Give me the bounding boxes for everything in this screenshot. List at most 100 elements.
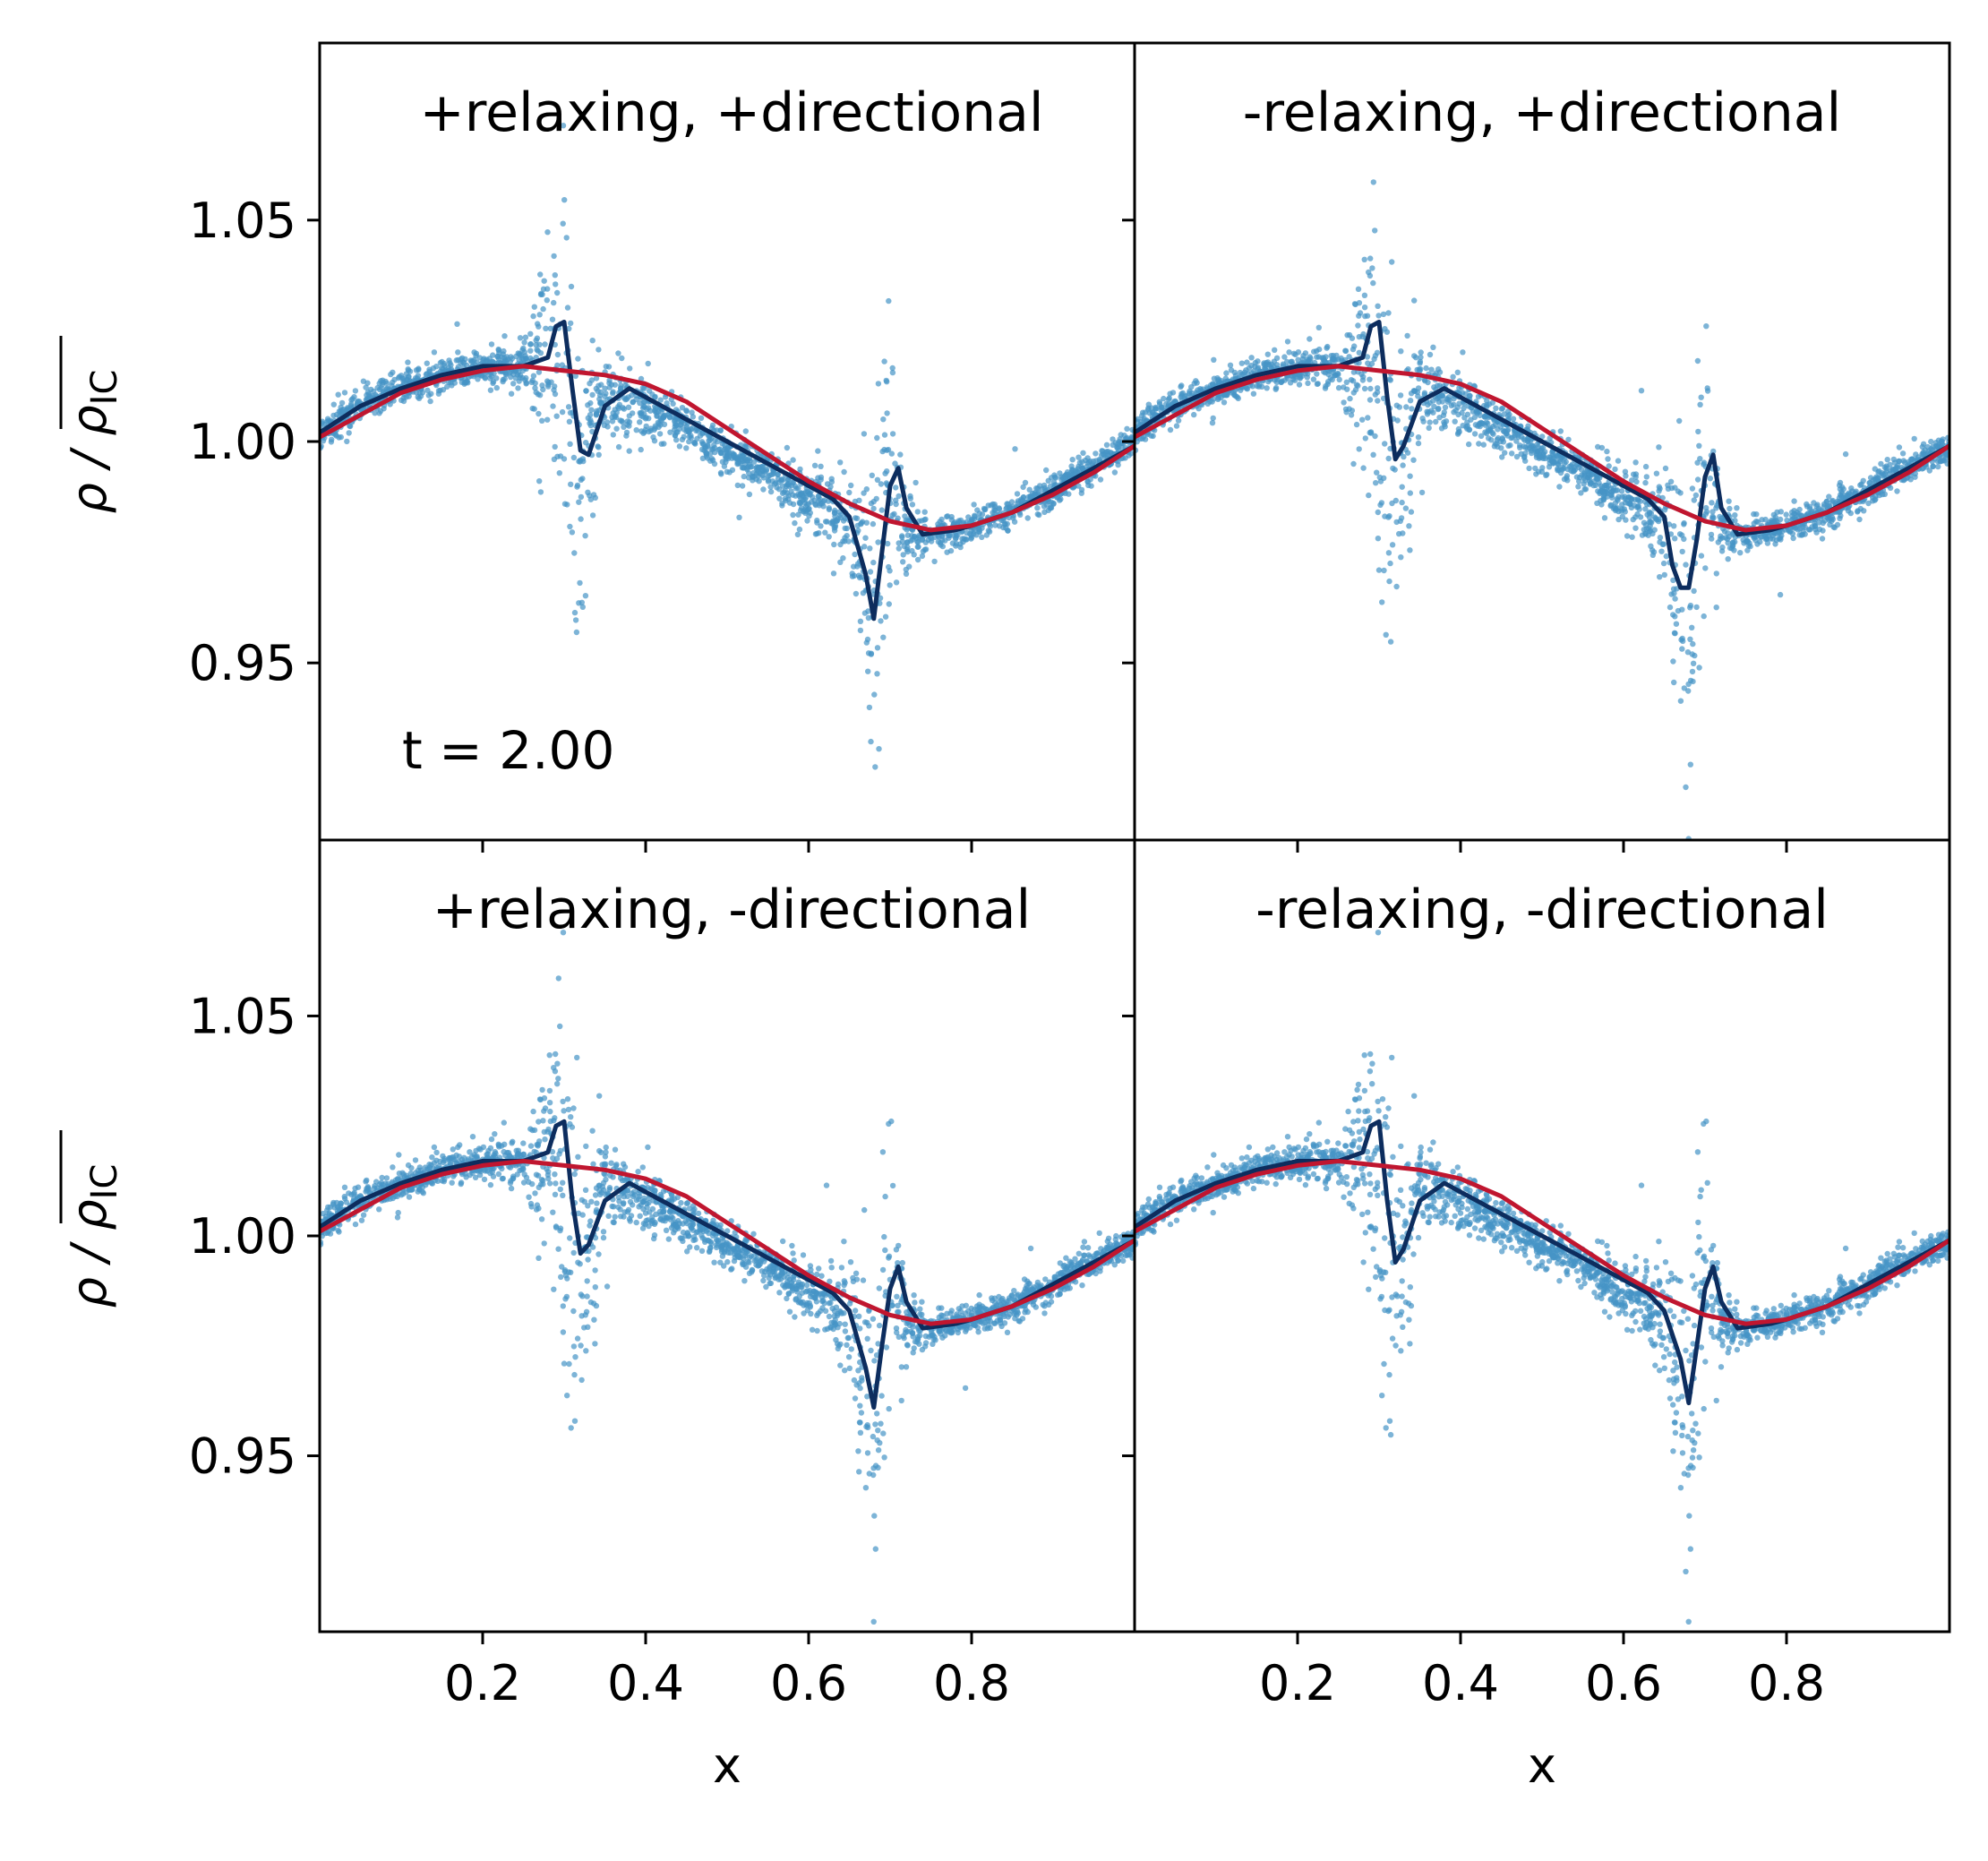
- scatter-point: [827, 519, 835, 527]
- scatter-point: [336, 434, 342, 441]
- scatter-point: [1819, 536, 1826, 542]
- scatter-point: [860, 590, 867, 596]
- scatter-point: [488, 341, 495, 347]
- scatter-point: [387, 401, 393, 407]
- scatter-point: [1477, 412, 1484, 418]
- scatter-point: [1272, 347, 1278, 353]
- scatter-point: [571, 1418, 578, 1424]
- scatter-point: [1761, 532, 1768, 538]
- scatter-point: [1426, 425, 1432, 432]
- scatter-point: [1392, 467, 1398, 473]
- scatter-point: [510, 381, 517, 387]
- scatter-point: [718, 471, 724, 477]
- scatter-point: [1000, 518, 1007, 524]
- scatter-point: [578, 599, 585, 605]
- scatter-point: [699, 441, 706, 447]
- scatter-point: [415, 394, 421, 400]
- scatter-point: [335, 1227, 341, 1234]
- scatter-point: [1471, 414, 1478, 421]
- scatter-point: [778, 477, 784, 484]
- scatter-point: [1637, 498, 1643, 504]
- scatter-point: [547, 325, 553, 331]
- scatter-point: [672, 421, 679, 427]
- scatter-point: [1460, 423, 1466, 429]
- scatter-point: [1430, 344, 1436, 350]
- scatter-point: [1612, 500, 1619, 506]
- scatter-point: [1375, 567, 1383, 573]
- scatter-point: [395, 1209, 401, 1216]
- scatter-point: [1650, 552, 1657, 558]
- scatter-point: [967, 531, 973, 537]
- scatter-point: [976, 528, 983, 536]
- scatter-point: [889, 431, 896, 437]
- scatter-point: [531, 304, 537, 310]
- scatter-point: [909, 502, 916, 508]
- scatter-point: [447, 360, 453, 366]
- scatter-point: [563, 235, 570, 241]
- scatter-point: [1114, 444, 1120, 451]
- scatter-point: [1730, 539, 1736, 545]
- scatter-point: [683, 445, 690, 451]
- scatter-point: [573, 629, 580, 636]
- scatter-point: [870, 1316, 877, 1322]
- scatter-point: [1407, 490, 1414, 496]
- scatter-point: [1629, 477, 1635, 484]
- scatter-point: [1361, 292, 1368, 298]
- scatter-point: [405, 367, 412, 373]
- scatter-point: [870, 505, 877, 512]
- scatter-point: [1153, 404, 1159, 411]
- scatter-point: [1350, 460, 1357, 467]
- scatter-point: [1939, 438, 1945, 444]
- scatter-point: [851, 1376, 858, 1384]
- scatter-point: [1791, 498, 1797, 504]
- scatter-point: [1891, 459, 1898, 466]
- scatter-point: [1191, 381, 1197, 387]
- scatter-point: [957, 541, 964, 547]
- scatter-point: [1397, 392, 1404, 399]
- scatter-point: [802, 494, 810, 501]
- scatter-point: [1696, 665, 1702, 671]
- scatter-point: [539, 417, 545, 424]
- scatter-point: [604, 419, 611, 425]
- scatter-point: [725, 453, 733, 459]
- scatter-point: [587, 420, 593, 426]
- scatter-point: [1679, 646, 1685, 652]
- scatter-point: [1084, 478, 1091, 485]
- scatter-point: [1460, 349, 1466, 356]
- scatter-point: [600, 1234, 607, 1241]
- scatter-point: [1612, 507, 1619, 514]
- scatter-point: [552, 390, 559, 398]
- scatter-point: [1727, 545, 1734, 552]
- scatter-point: [1355, 286, 1362, 292]
- scatter-point: [1407, 398, 1414, 404]
- scatter-point: [424, 387, 431, 393]
- scatter-point: [1366, 492, 1372, 499]
- scatter-point: [1478, 433, 1485, 439]
- scatter-point: [673, 437, 680, 443]
- scatter-point: [1397, 518, 1404, 525]
- scatter-point: [560, 123, 567, 129]
- scatter-point: [618, 386, 624, 392]
- scatter-point: [487, 1181, 494, 1188]
- scatter-point: [1344, 386, 1350, 392]
- scatter-point: [1431, 403, 1437, 410]
- scatter-point: [1740, 536, 1746, 544]
- scatter-point: [536, 323, 542, 330]
- scatter-point: [1386, 513, 1392, 519]
- scatter-point: [1148, 433, 1154, 439]
- scatter-point: [1540, 453, 1547, 459]
- scatter-point: [1499, 454, 1505, 460]
- scatter-point: [383, 1175, 390, 1181]
- scatter-point: [790, 479, 796, 486]
- scatter-point: [499, 354, 505, 360]
- scatter-point: [911, 1345, 917, 1351]
- scatter-point: [1375, 536, 1382, 542]
- scatter-point: [589, 391, 596, 399]
- scatter-point: [699, 455, 707, 461]
- scatter-point: [425, 392, 432, 399]
- scatter-point: [851, 572, 858, 579]
- scatter-point: [718, 450, 724, 456]
- scatter-point: [545, 382, 552, 388]
- scatter-point: [1513, 453, 1521, 460]
- scatter-point: [895, 540, 902, 546]
